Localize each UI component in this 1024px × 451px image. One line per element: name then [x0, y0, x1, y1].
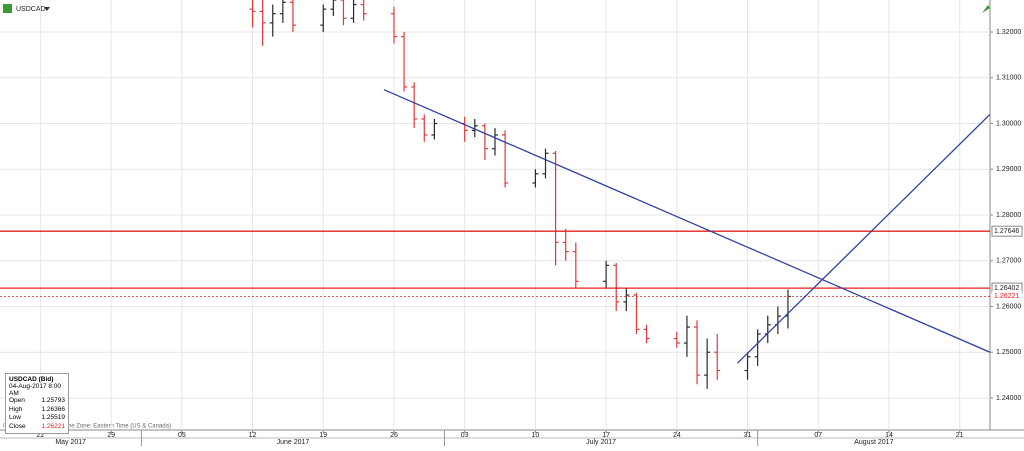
info-value: 1.26221: [41, 422, 66, 430]
x-tick-label: 29: [107, 432, 115, 439]
y-tick-label: 1.25000: [996, 349, 1021, 356]
x-tick-label: 14: [885, 432, 893, 439]
x-tick-label: 22: [37, 432, 45, 439]
y-tick-label: 1.24000: [996, 395, 1021, 402]
info-label: Low: [9, 414, 21, 421]
dropdown-arrow[interactable]: [44, 7, 50, 11]
y-tick-label: 1.32000: [996, 29, 1021, 36]
info-row: Close 1.26221: [9, 423, 65, 432]
x-tick-label: 07: [814, 432, 822, 439]
price-tag-label: 1.26402: [994, 285, 1019, 292]
price-tag: [991, 225, 1023, 237]
x-tick-label: 21: [956, 432, 964, 439]
x-tick-label: 05: [178, 432, 186, 439]
symbol-icon[interactable]: [3, 4, 12, 13]
month-label: June 2017: [277, 439, 310, 446]
info-title: USDCAD (Bid): [9, 376, 54, 383]
price-tag-label: 1.27646: [994, 228, 1019, 235]
info-row: Open 1.25793: [9, 397, 65, 406]
info-row: High 1.26366: [9, 406, 65, 415]
x-tick-label: 26: [390, 432, 398, 439]
info-label: High: [9, 405, 23, 413]
x-tick-label: 17: [602, 432, 610, 439]
info-value: 1.25793: [41, 397, 66, 404]
y-tick-label: 1.31000: [996, 75, 1021, 82]
price-tag-label: 1.26221: [994, 293, 1019, 300]
y-tick-label: 1.30000: [996, 120, 1021, 127]
info-value: 1.25519: [41, 414, 66, 421]
y-tick-label: 1.28000: [996, 212, 1021, 219]
y-tick-label: 1.29000: [996, 166, 1021, 173]
trend-line: [383, 89, 990, 353]
x-tick-label: 03: [461, 432, 469, 439]
x-tick-label: 31: [744, 432, 752, 439]
info-time: 04-Aug-2017 8:00 AM: [9, 383, 62, 397]
month-label: July 2017: [586, 439, 616, 446]
x-tick-label: 12: [249, 432, 257, 439]
y-tick-label: 1.26000: [996, 303, 1021, 310]
info-value: 1.26366: [41, 405, 66, 413]
price-tag: [992, 291, 1022, 302]
info-box: USDCAD (Bid) 04-Aug-2017 8:00 AM Open 1.2…: [5, 373, 69, 434]
month-label: May 2017: [55, 439, 86, 446]
x-tick-label: 19: [319, 432, 327, 439]
symbol[interactable]: USDCAD: [16, 6, 46, 13]
info-row: Low 1.25519: [9, 414, 65, 423]
pin-icon[interactable]: [982, 5, 990, 13]
info-label: Open: [9, 397, 25, 404]
plot-area: [0, 0, 990, 430]
y-tick-label: 1.27000: [996, 258, 1021, 265]
x-tick-label: 24: [673, 432, 681, 439]
info-label: Close: [9, 422, 26, 430]
footnote: INDICATIVE PRICE - Time Zone: Eastern Ti…: [3, 424, 171, 430]
trend-line: [736, 113, 990, 364]
month-label: August 2017: [854, 439, 893, 446]
x-tick-label: 10: [532, 432, 540, 439]
